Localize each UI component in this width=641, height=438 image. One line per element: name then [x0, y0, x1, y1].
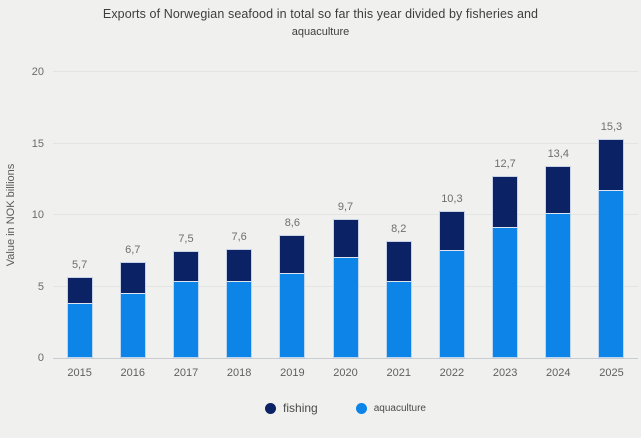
bar-column: 15,3 2025	[585, 72, 638, 379]
x-tick-label: 2021	[386, 367, 411, 379]
bar-segment-fishing[interactable]	[438, 210, 465, 251]
stacked-bar-2018[interactable]	[226, 249, 253, 358]
bar-column: 7,5 2017	[159, 72, 212, 379]
bar-segment-fishing[interactable]	[172, 250, 199, 283]
bar-column: 7,6 2018	[213, 72, 266, 379]
value-label: 15,3	[600, 121, 623, 134]
legend-label-aquaculture: aquaculture	[373, 402, 426, 414]
value-label: 5,7	[71, 258, 88, 271]
value-label: 12,7	[494, 158, 516, 171]
legend-item-aquaculture[interactable]: aquaculture	[355, 402, 426, 414]
y-tick-label: 15	[31, 137, 44, 150]
value-label: 7,5	[178, 232, 194, 245]
value-label: 8,6	[284, 217, 300, 230]
stacked-bar-2023[interactable]	[492, 176, 519, 358]
bar-segment-fishing[interactable]	[385, 240, 412, 283]
chart-title-line2: aquaculture	[291, 26, 350, 38]
legend-dot-fishing	[265, 402, 277, 414]
y-tick-label: 10	[31, 209, 44, 221]
bar-segment-aquaculture[interactable]	[598, 190, 625, 358]
bar-column: 9,7 2020	[319, 72, 372, 379]
bar-segment-aquaculture[interactable]	[438, 250, 465, 358]
y-tick-label: 5	[37, 280, 44, 293]
gridline	[53, 214, 638, 215]
stacked-bar-2025[interactable]	[598, 139, 625, 358]
x-tick-label: 2015	[67, 367, 92, 379]
value-label: 6,7	[125, 244, 141, 257]
y-tick-label: 0	[37, 352, 44, 364]
stacked-bar-2021[interactable]	[385, 240, 412, 358]
bar-column: 5,7 2015	[53, 72, 106, 379]
bar-segment-aquaculture[interactable]	[226, 282, 253, 358]
bar-column: 10,3 2022	[425, 72, 478, 379]
bar-segment-fishing[interactable]	[492, 176, 519, 228]
bar-segment-fishing[interactable]	[598, 139, 625, 191]
bar-column: 13,4 2024	[532, 72, 585, 379]
legend-item-fishing[interactable]: fishing	[265, 401, 318, 415]
value-label: 10,3	[441, 192, 463, 205]
x-tick-label: 2025	[599, 367, 624, 379]
bar-column: 8,6 2019	[266, 72, 319, 379]
bar-segment-fishing[interactable]	[279, 235, 306, 274]
bar-segment-aquaculture[interactable]	[492, 227, 519, 358]
gridline	[53, 142, 638, 144]
x-tick-label: 2024	[546, 367, 571, 379]
stacked-bar-2024[interactable]	[545, 166, 572, 358]
bar-segment-aquaculture[interactable]	[119, 293, 146, 358]
bar-segment-aquaculture[interactable]	[545, 213, 572, 358]
bar-segment-aquaculture[interactable]	[66, 303, 93, 358]
stacked-bar-2017[interactable]	[172, 250, 199, 358]
bar-segment-fishing[interactable]	[226, 249, 253, 283]
legend-label-fishing: fishing	[283, 401, 318, 415]
bar-segment-aquaculture[interactable]	[385, 282, 412, 358]
bar-column: 12,7 2023	[479, 72, 532, 379]
x-tick-label: 2018	[226, 367, 252, 379]
bar-columns: 5,7 2015 6,7 2016 7,5 2017 7,6 2018 8,6 2019 9,7 20…	[53, 72, 638, 379]
legend: fishing aquaculture	[53, 401, 638, 415]
x-tick-label: 2022	[439, 367, 465, 379]
chart-title: Exports of Norwegian seafood in total so…	[0, 7, 641, 38]
stacked-bar-2019[interactable]	[279, 235, 306, 358]
bar-segment-fishing[interactable]	[332, 219, 359, 258]
stacked-bar-2015[interactable]	[66, 276, 93, 358]
bar-segment-fishing[interactable]	[119, 262, 146, 294]
x-tick-label: 2023	[492, 367, 518, 379]
x-tick-label: 2020	[333, 367, 358, 379]
y-axis-tick-labels: 0 5 10 15 20	[0, 66, 44, 364]
bar-segment-fishing[interactable]	[545, 166, 572, 214]
value-label: 13,4	[547, 148, 569, 161]
bar-column: 8,2 2021	[372, 72, 425, 379]
bar-segment-aquaculture[interactable]	[279, 273, 306, 358]
x-tick-label: 2019	[280, 367, 305, 379]
stacked-bar-2016[interactable]	[119, 262, 146, 358]
y-tick-label: 20	[31, 66, 44, 78]
bar-segment-fishing[interactable]	[66, 276, 93, 304]
stacked-bar-2022[interactable]	[438, 210, 465, 358]
plot-area: 5,7 2015 6,7 2016 7,5 2017 7,6 2018 8,6 2019 9,7 20…	[53, 71, 638, 379]
value-label: 9,7	[337, 201, 354, 214]
chart-title-line1: Exports of Norwegian seafood in total so…	[102, 7, 539, 21]
bar-segment-aquaculture[interactable]	[332, 257, 359, 358]
value-label: 8,2	[391, 222, 407, 235]
bar-column: 6,7 2016	[106, 72, 159, 379]
gridline	[53, 71, 638, 72]
stacked-bar-2020[interactable]	[332, 219, 359, 358]
bar-segment-aquaculture[interactable]	[172, 282, 199, 358]
value-label: 7,6	[231, 231, 247, 244]
x-tick-label: 2017	[173, 367, 199, 379]
x-tick-label: 2016	[120, 367, 146, 379]
legend-dot-aquaculture	[355, 402, 367, 414]
